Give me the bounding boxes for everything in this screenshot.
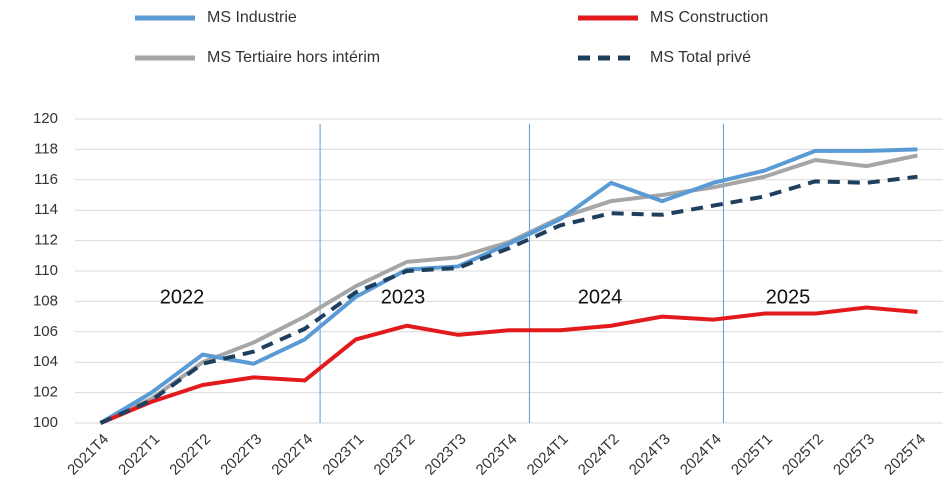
year-label: 2023: [381, 286, 426, 308]
x-tick-label: 2025T2: [779, 431, 827, 479]
legend-label: MS Construction: [650, 9, 768, 26]
legend-label: MS Industrie: [207, 9, 297, 26]
x-tick-label: 2022T3: [217, 431, 265, 479]
y-tick-label: 112: [34, 232, 58, 249]
y-tick-label: 106: [33, 323, 58, 340]
y-tick-label: 102: [33, 384, 58, 401]
x-tick-label: 2023T2: [371, 431, 419, 479]
x-tick-label: 2022T4: [268, 431, 316, 479]
x-tick-label: 2025T3: [830, 431, 878, 479]
y-tick-label: 100: [33, 414, 58, 431]
year-label: 2022: [160, 286, 205, 308]
legend-label: MS Tertiaire hors intérim: [207, 49, 380, 66]
x-tick-label: 2024T1: [524, 431, 572, 479]
x-tick-label: 2023T4: [473, 431, 521, 479]
x-tick-label: 2025T1: [728, 431, 776, 479]
y-tick-label: 114: [34, 201, 58, 218]
x-tick-label: 2022T2: [166, 431, 214, 479]
year-label: 2025: [766, 286, 811, 308]
x-tick-label: 2024T4: [677, 431, 725, 479]
series-line: [99, 147, 918, 425]
y-tick-label: 108: [33, 292, 58, 309]
y-tick-label: 104: [33, 353, 58, 370]
y-tick-label: 116: [34, 171, 58, 188]
x-tick-label: 2023T3: [422, 431, 470, 479]
x-tick-label: 2023T1: [319, 431, 367, 479]
series-line: [99, 305, 918, 425]
y-tick-label: 120: [33, 110, 58, 127]
x-tick-label: 2022T1: [115, 431, 163, 479]
x-tick-label: 2021T4: [64, 431, 112, 479]
series-line: [99, 174, 918, 425]
legend-label: MS Total privé: [650, 49, 751, 66]
year-label: 2024: [578, 286, 623, 308]
x-tick-label: 2024T3: [626, 431, 674, 479]
x-tick-label: 2025T4: [881, 431, 929, 479]
y-tick-label: 110: [34, 262, 58, 279]
x-tick-label: 2024T2: [575, 431, 623, 479]
y-tick-label: 118: [34, 140, 58, 157]
